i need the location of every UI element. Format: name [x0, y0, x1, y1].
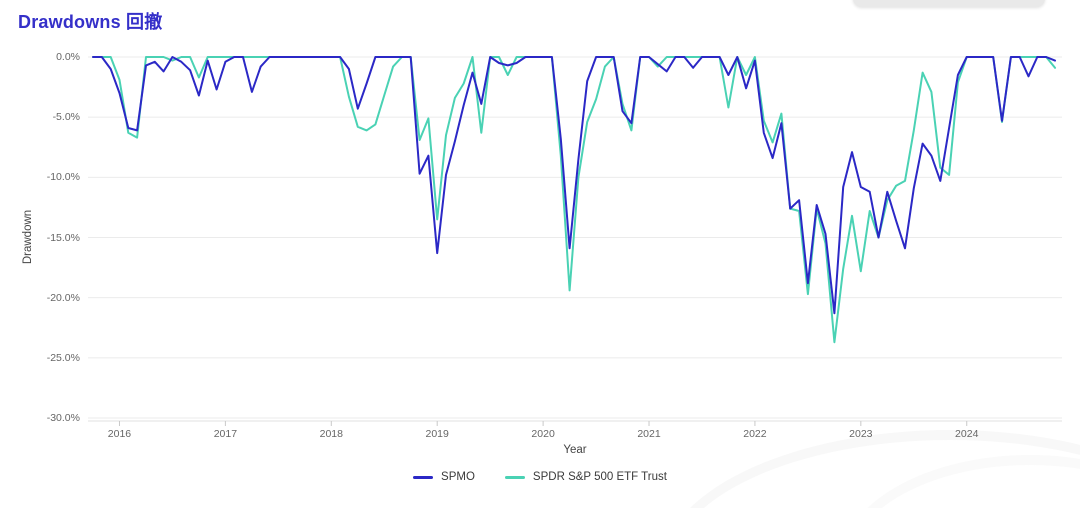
x-tick-label: 2019: [425, 428, 449, 440]
legend-item-spdr-s-p-500-etf-trust[interactable]: SPDR S&P 500 ETF Trust: [504, 471, 667, 483]
x-tick-label: 2023: [849, 428, 873, 440]
x-tick-label: 2016: [107, 428, 132, 440]
legend-swatch: [413, 475, 434, 479]
legend-label: SPMO: [441, 471, 475, 483]
cropped-toolbar-element: [853, 0, 1045, 7]
x-tick-label: 2022: [743, 428, 767, 440]
legend-label: SPDR S&P 500 ETF Trust: [532, 471, 667, 483]
page-title: Drawdowns 回撤: [18, 12, 163, 32]
x-tick-label: 2020: [531, 428, 555, 440]
x-tick-label: 2024: [955, 428, 979, 440]
legend-item-spmo[interactable]: SPMO: [413, 471, 475, 483]
y-tick-label: -25.0%: [46, 351, 80, 364]
x-tick-label: 2021: [637, 428, 661, 440]
x-tick-label: 2017: [213, 428, 238, 440]
x-tick-label: 2018: [319, 428, 343, 440]
legend-swatch: [504, 475, 525, 479]
y-tick-label: -10.0%: [46, 171, 80, 184]
y-tick-label: -20.0%: [46, 291, 80, 304]
x-axis-title: Year: [563, 444, 587, 456]
chart-legend: SPMO SPDR S&P 500 ETF Trust: [0, 471, 1080, 483]
y-tick-label: -5.0%: [52, 111, 80, 124]
y-tick-label: -15.0%: [46, 231, 80, 244]
y-tick-label: 0.0%: [56, 51, 80, 63]
series-line-spmo: [92, 56, 1056, 315]
series-line-spdr-s-p-500-etf-trust: [92, 56, 1056, 344]
y-tick-label: -30.0%: [46, 412, 80, 424]
